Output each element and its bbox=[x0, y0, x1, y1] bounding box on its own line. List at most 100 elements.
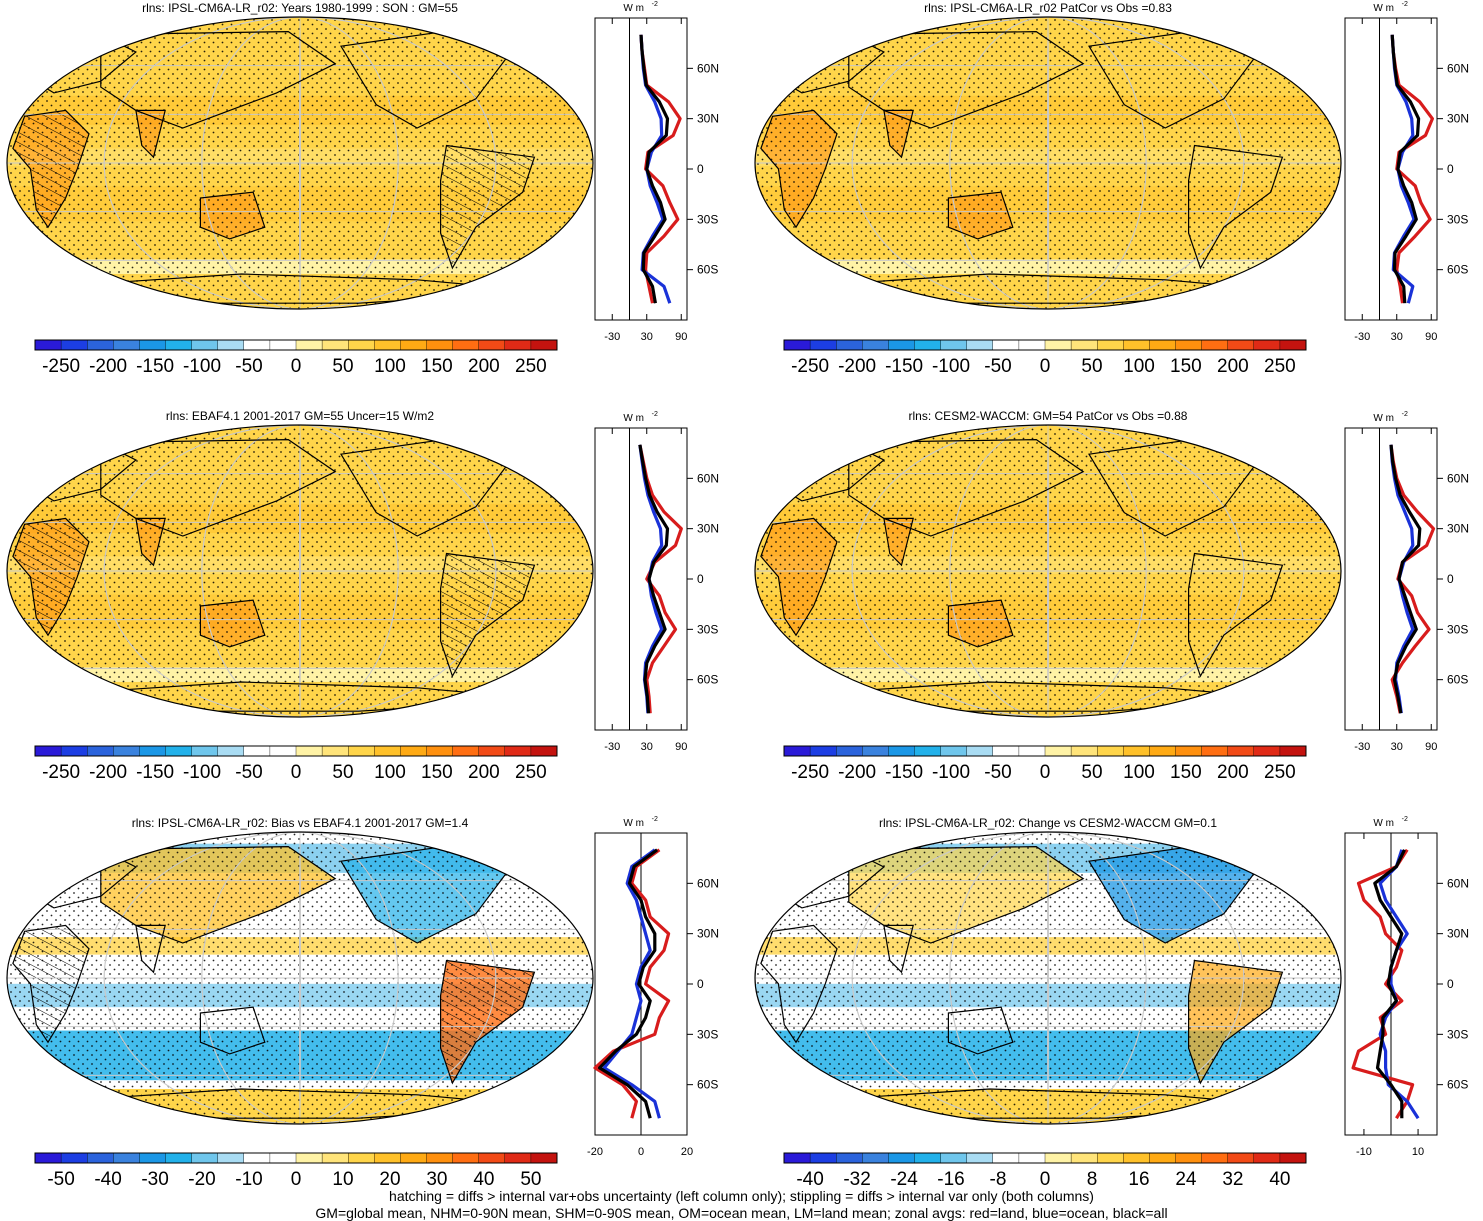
colorbar-swatch bbox=[139, 339, 166, 351]
zonal-lat-tick-label: 60N bbox=[697, 61, 719, 75]
zonal-series-ocean bbox=[602, 848, 661, 1119]
colorbar-swatch bbox=[217, 745, 245, 757]
colorbar-swatch bbox=[348, 745, 375, 757]
colorbar-swatch bbox=[452, 1152, 480, 1164]
colorbar-swatch bbox=[400, 1152, 427, 1164]
zonal-series-all bbox=[1373, 849, 1406, 1119]
colorbar-tick-label: 200 bbox=[1217, 356, 1249, 377]
colorbar-frame bbox=[34, 1152, 558, 1164]
colorbar-tick-label: -150 bbox=[136, 762, 174, 783]
colorbar-swatch bbox=[1279, 745, 1307, 757]
colorbar-swatch bbox=[530, 1152, 558, 1164]
colorbar-swatch bbox=[809, 745, 837, 757]
colorbar-tick-label: 8 bbox=[1087, 1169, 1098, 1190]
colorbar-swatch bbox=[992, 745, 1020, 757]
graticule-meridian bbox=[103, 832, 497, 1124]
colorbar-tick-label: 100 bbox=[374, 762, 406, 783]
coastline-africa bbox=[12, 109, 90, 229]
panel-title: rlns: EBAF4.1 2001-2017 GM=55 Uncer=15 W… bbox=[166, 409, 434, 423]
colorbar-swatch bbox=[992, 339, 1020, 351]
hatching-region bbox=[12, 518, 89, 636]
graticule-meridian bbox=[1046, 425, 1050, 717]
colorbar-tick-label: 150 bbox=[421, 356, 453, 377]
graticule-meridian bbox=[103, 425, 497, 717]
colorbar-swatch bbox=[478, 1152, 506, 1164]
colorbar-swatch bbox=[940, 339, 968, 351]
coastline-samer bbox=[440, 959, 536, 1085]
panel-title: rlns: IPSL-CM6A-LR_r02 PatCor vs Obs =0.… bbox=[924, 1, 1172, 15]
zonal-x-tick-label: -10 bbox=[1356, 1146, 1372, 1158]
colorbar-frame bbox=[783, 1152, 1307, 1164]
zonal-x-tick-label: 30 bbox=[641, 331, 653, 343]
graticule-meridian bbox=[851, 832, 1245, 1124]
colorbar-swatch bbox=[426, 745, 454, 757]
zonal-lat-tick-label: 30N bbox=[697, 927, 719, 941]
colorbar-tick-label: 50 bbox=[1081, 762, 1102, 783]
colorbar-swatch bbox=[504, 1152, 532, 1164]
panel-3: rlns: EBAF4.1 2001-2017 GM=55 Uncer=15 W… bbox=[6, 409, 719, 783]
colorbar-swatch bbox=[1096, 745, 1124, 757]
colorbar-tick-label: -100 bbox=[932, 762, 970, 783]
zonal-x-tick-label: 30 bbox=[1391, 741, 1403, 753]
colorbar-swatch bbox=[1018, 1152, 1046, 1164]
colorbar-swatch bbox=[243, 1152, 271, 1164]
zonal-unit-superscript: -2 bbox=[1402, 816, 1408, 823]
colorbar-swatch bbox=[1123, 745, 1150, 757]
colorbar-tick-label: 0 bbox=[1040, 1169, 1051, 1190]
hatching-region bbox=[440, 145, 535, 269]
colorbar-swatch bbox=[836, 745, 863, 757]
coastline-asia bbox=[100, 30, 337, 129]
coastline-samer bbox=[1188, 959, 1284, 1085]
colorbar-swatch bbox=[1070, 339, 1098, 351]
zonal-series-land bbox=[1351, 848, 1415, 1120]
colorbar-tick-label: -200 bbox=[838, 356, 876, 377]
colorbar-swatch bbox=[191, 1152, 219, 1164]
zonal-x-tick-label: -30 bbox=[604, 741, 620, 753]
graticule-meridian bbox=[1046, 17, 1050, 309]
zonal-unit-label: W m bbox=[623, 818, 644, 829]
colorbar-tick-label: 32 bbox=[1222, 1169, 1243, 1190]
map-border bbox=[6, 831, 594, 1125]
coastline-austr bbox=[947, 599, 1014, 648]
colorbar-tick-label: -10 bbox=[235, 1169, 262, 1190]
panel-4: rlns: CESM2-WACCM: GM=54 PatCor vs Obs =… bbox=[754, 409, 1469, 783]
colorbar-swatch bbox=[888, 339, 916, 351]
colorbar-swatch bbox=[217, 1152, 245, 1164]
colorbar-swatch bbox=[914, 1152, 942, 1164]
graticule-meridian bbox=[298, 832, 302, 1124]
colorbar-tick-label: -200 bbox=[89, 762, 127, 783]
zonal-unit-label: W m bbox=[623, 413, 644, 424]
colorbar-swatch bbox=[1253, 339, 1281, 351]
zonal-x-tick-label: 90 bbox=[1425, 741, 1437, 753]
colorbar-swatch bbox=[940, 745, 968, 757]
colorbar-swatch bbox=[1123, 1152, 1150, 1164]
colorbar-tick-label: -200 bbox=[838, 762, 876, 783]
colorbar-swatch bbox=[165, 745, 193, 757]
colorbar-swatch bbox=[1175, 745, 1203, 757]
colorbar-swatch bbox=[426, 1152, 454, 1164]
colorbar-swatch bbox=[113, 339, 140, 351]
zonal-series-all bbox=[1390, 34, 1421, 304]
colorbar-swatch bbox=[60, 339, 88, 351]
colorbar-frame bbox=[34, 745, 558, 757]
zonal-lat-tick-label: 60N bbox=[697, 876, 719, 890]
zonal-lat-tick-label: 0 bbox=[1447, 977, 1454, 991]
colorbar-swatch bbox=[139, 1152, 166, 1164]
colorbar-tick-label: 30 bbox=[426, 1169, 447, 1190]
footer-line-2: GM=global mean, NHM=0-90N mean, SHM=0-90… bbox=[315, 1205, 1168, 1221]
coastline-africa bbox=[760, 924, 838, 1044]
colorbar-swatch bbox=[1227, 745, 1255, 757]
panel-title: rlns: CESM2-WACCM: GM=54 PatCor vs Obs =… bbox=[909, 409, 1188, 423]
zonal-lat-tick-label: 60S bbox=[697, 1078, 718, 1092]
graticule bbox=[755, 17, 1341, 309]
colorbar-swatch bbox=[530, 745, 558, 757]
hatching-region bbox=[12, 110, 89, 228]
colorbar-swatch bbox=[269, 339, 297, 351]
coastline-asia bbox=[100, 845, 337, 944]
colorbar-swatch bbox=[1175, 339, 1203, 351]
coastline-samer bbox=[440, 144, 536, 270]
zonal-series-all bbox=[638, 444, 670, 714]
zonal-x-tick-label: 10 bbox=[1412, 1146, 1424, 1158]
map-border bbox=[754, 831, 1342, 1125]
colorbar-tick-label: 200 bbox=[468, 356, 500, 377]
